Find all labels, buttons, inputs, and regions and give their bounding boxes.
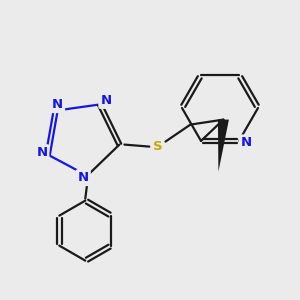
- Text: S: S: [153, 140, 162, 153]
- Text: N: N: [36, 146, 47, 159]
- Polygon shape: [218, 120, 229, 172]
- Text: N: N: [240, 136, 252, 149]
- Text: N: N: [52, 98, 63, 111]
- Text: N: N: [78, 171, 89, 184]
- Text: N: N: [100, 94, 111, 107]
